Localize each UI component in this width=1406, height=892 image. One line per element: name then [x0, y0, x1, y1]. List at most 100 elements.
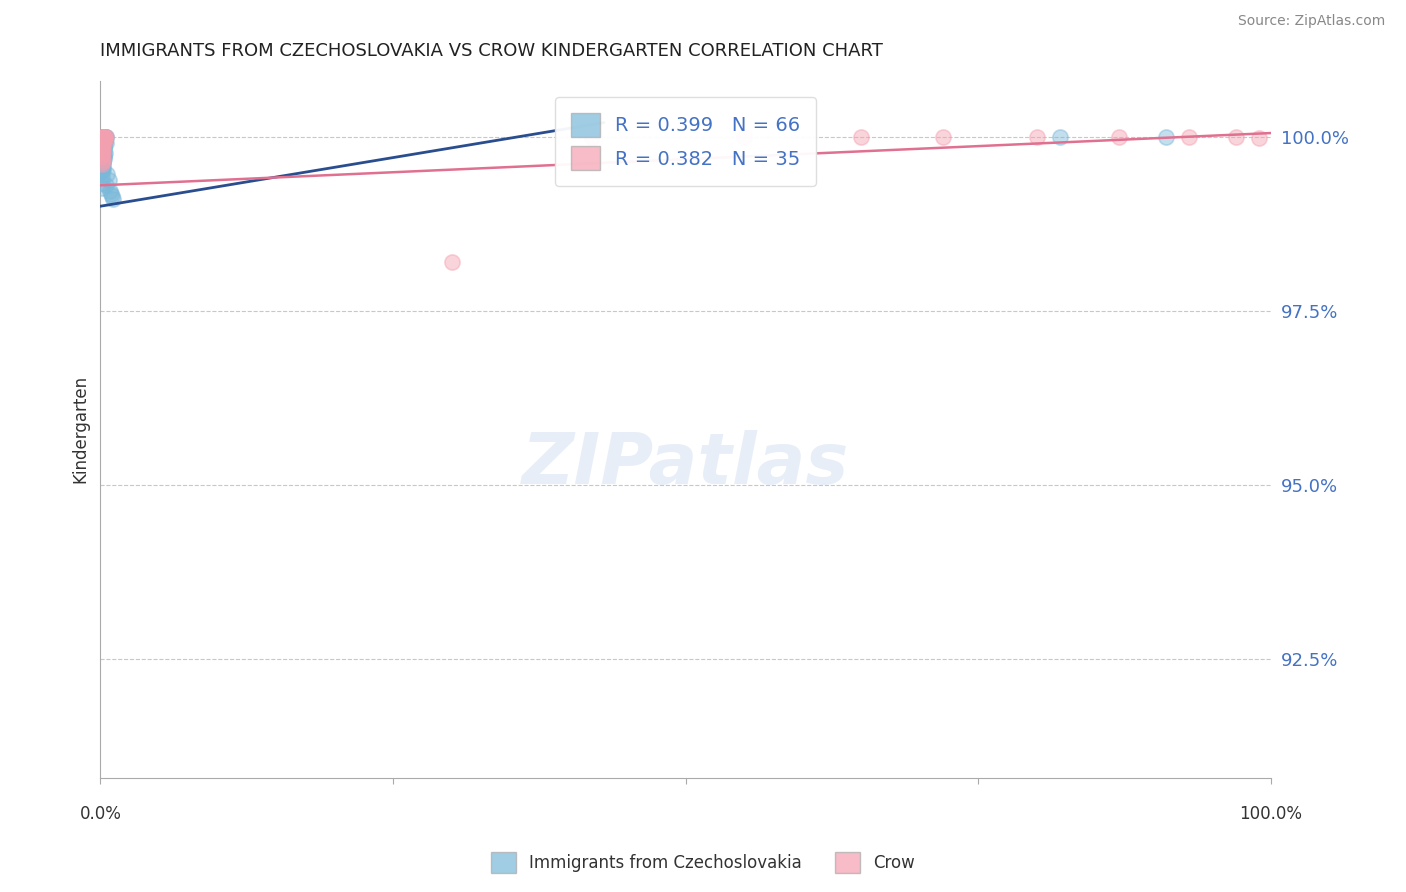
Point: [94, 129, 117, 144]
Point: [90, 164, 112, 178]
Point: [440, 255, 463, 269]
Point: [91, 143, 114, 157]
Point: [93, 129, 115, 144]
Point: [90, 144, 112, 158]
Point: [94, 145, 117, 160]
Point: [91, 149, 114, 163]
Point: [1049, 129, 1071, 144]
Point: [91, 153, 114, 167]
Point: [96, 129, 118, 144]
Text: Source: ZipAtlas.com: Source: ZipAtlas.com: [1237, 14, 1385, 28]
Point: [91, 135, 114, 149]
Point: [94, 129, 117, 144]
Point: [91, 136, 114, 151]
Point: [90, 169, 112, 184]
Point: [91, 136, 114, 150]
Point: [93, 136, 115, 150]
Point: [91, 133, 114, 147]
Point: [90, 133, 112, 147]
Point: [91, 132, 114, 146]
Point: [98, 184, 121, 198]
Point: [91, 129, 114, 144]
Point: [90, 157, 112, 171]
Point: [91, 151, 114, 165]
Point: [90, 131, 112, 145]
Point: [93, 139, 115, 153]
Point: [90, 146, 112, 161]
Point: [90, 135, 112, 149]
Point: [90, 129, 112, 144]
Point: [90, 137, 112, 152]
Point: [91, 142, 114, 156]
Point: [91, 160, 114, 174]
Point: [90, 142, 112, 156]
Y-axis label: Kindergarten: Kindergarten: [72, 376, 89, 483]
Legend: R = 0.399   N = 66, R = 0.382   N = 35: R = 0.399 N = 66, R = 0.382 N = 35: [555, 97, 815, 186]
Point: [91, 132, 114, 146]
Point: [1225, 129, 1247, 144]
Point: [91, 134, 114, 148]
Point: [91, 136, 114, 151]
Point: [91, 153, 114, 168]
Point: [90, 154, 112, 169]
Point: [93, 129, 115, 144]
Point: [90, 129, 112, 144]
Point: [90, 150, 112, 164]
Point: [93, 152, 115, 166]
Text: IMMIGRANTS FROM CZECHOSLOVAKIA VS CROW KINDERGARTEN CORRELATION CHART: IMMIGRANTS FROM CZECHOSLOVAKIA VS CROW K…: [100, 42, 883, 60]
Point: [91, 141, 114, 155]
Point: [93, 129, 115, 144]
Point: [1249, 131, 1271, 145]
Point: [93, 129, 115, 144]
Legend: Immigrants from Czechoslovakia, Crow: Immigrants from Czechoslovakia, Crow: [484, 846, 922, 880]
Point: [93, 137, 115, 152]
Point: [90, 181, 112, 195]
Point: [91, 163, 114, 178]
Point: [97, 173, 120, 187]
Point: [90, 140, 112, 154]
Point: [90, 148, 112, 162]
Point: [94, 129, 117, 144]
Point: [93, 150, 115, 164]
Point: [93, 129, 115, 144]
Text: 0.0%: 0.0%: [79, 805, 121, 823]
Point: [91, 137, 114, 152]
Point: [96, 129, 118, 144]
Point: [91, 155, 114, 169]
Point: [90, 176, 112, 190]
Point: [96, 129, 118, 144]
Point: [93, 147, 115, 161]
Point: [93, 144, 115, 158]
Point: [90, 138, 112, 153]
Text: 100.0%: 100.0%: [1240, 805, 1302, 823]
Point: [100, 186, 122, 201]
Point: [851, 129, 873, 144]
Point: [91, 146, 114, 161]
Point: [96, 178, 118, 193]
Point: [581, 129, 603, 144]
Point: [90, 160, 112, 174]
Point: [94, 133, 117, 147]
Point: [93, 129, 115, 144]
Point: [1178, 130, 1201, 145]
Point: [90, 144, 112, 158]
Point: [91, 147, 114, 161]
Point: [101, 189, 124, 203]
Point: [90, 150, 112, 164]
Point: [90, 135, 112, 149]
Point: [91, 131, 114, 145]
Point: [103, 192, 125, 206]
Point: [91, 157, 114, 171]
Point: [90, 148, 112, 162]
Point: [90, 157, 112, 171]
Point: [1154, 130, 1177, 145]
Point: [90, 154, 112, 169]
Point: [93, 134, 115, 148]
Point: [96, 167, 118, 181]
Point: [94, 135, 117, 149]
Point: [932, 129, 955, 144]
Point: [96, 136, 118, 151]
Point: [94, 131, 117, 145]
Point: [1108, 129, 1130, 144]
Point: [90, 153, 112, 167]
